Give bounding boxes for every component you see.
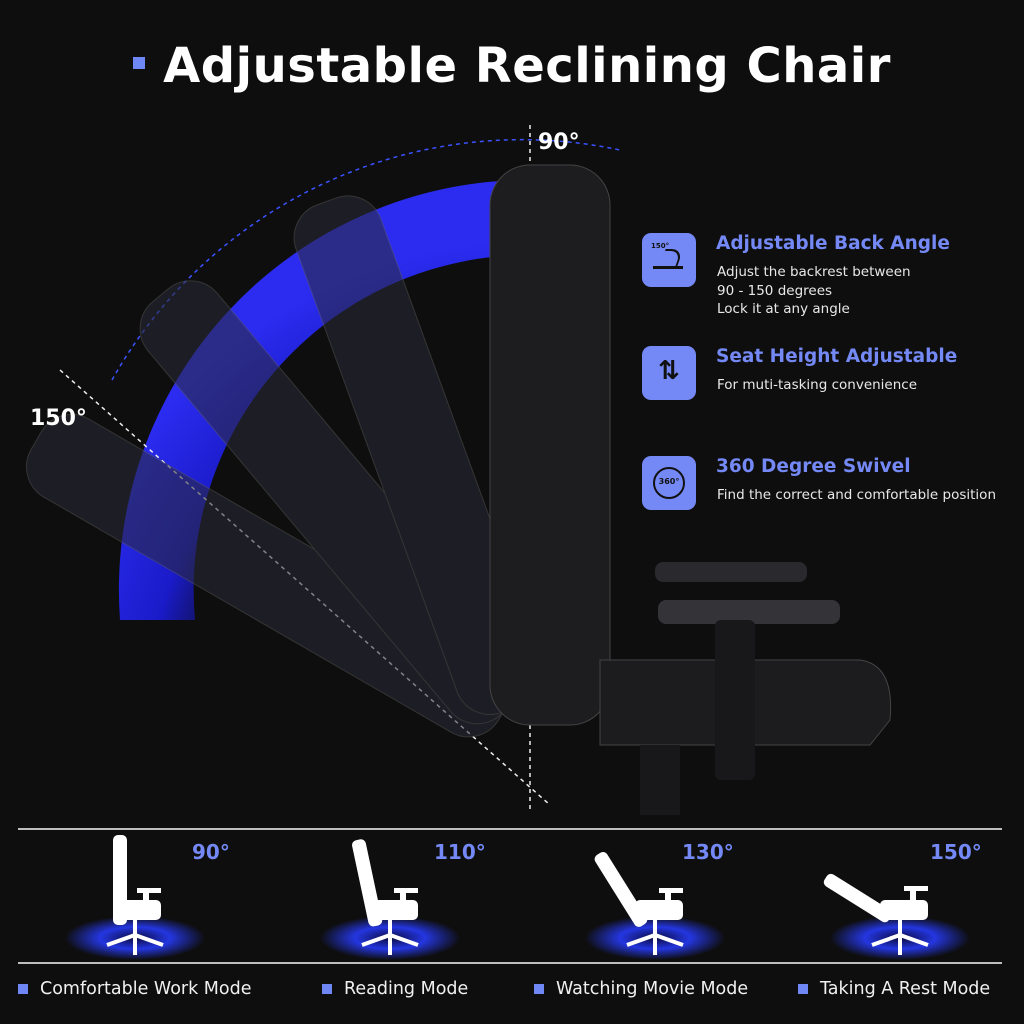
angle-arc-dashed — [111, 138, 621, 381]
mode-angle-130: 130° — [682, 840, 734, 864]
icon-text: 150° — [651, 242, 670, 250]
gas-lift — [640, 745, 680, 815]
armrest-post — [715, 620, 755, 780]
armrest-back — [655, 562, 807, 582]
mode-angle-110: 110° — [434, 840, 486, 864]
mode-chair-icons — [65, 835, 970, 960]
page-title: Adjustable Reclining Chair — [0, 38, 1024, 94]
feature-swivel: 360° 360 Degree Swivel Find the correct … — [642, 456, 1022, 516]
height-arrows-icon: ⇅ — [642, 346, 696, 400]
mode-label-work: Comfortable Work Mode — [18, 979, 251, 999]
mode-label-movie: Watching Movie Mode — [534, 979, 748, 999]
chair-icon-110 — [320, 839, 460, 960]
armrest-front — [658, 600, 840, 624]
chair-icon-130 — [585, 852, 725, 960]
chair-icon-150 — [823, 873, 970, 960]
mode-angle-90: 90° — [192, 840, 230, 864]
feature-title: Seat Height Adjustable — [716, 346, 958, 367]
mode-angle-150: 150° — [930, 840, 982, 864]
feature-seat-height: ⇅ Seat Height Adjustable For muti-taskin… — [642, 346, 1022, 406]
feature-desc: Find the correct and comfortable positio… — [717, 487, 996, 503]
bullet-icon — [18, 984, 28, 994]
feature-desc: For muti-tasking convenience — [717, 377, 918, 393]
title-text: Adjustable Reclining Chair — [163, 38, 891, 94]
backrest-90 — [489, 164, 611, 726]
angle-label-150: 150° — [30, 406, 87, 431]
angle-label-90: 90° — [538, 130, 580, 155]
feature-title: 360 Degree Swivel — [716, 456, 911, 477]
feature-title: Adjustable Back Angle — [716, 233, 950, 254]
feature-desc: Adjust the backrest between 90 - 150 degr… — [717, 264, 911, 317]
mode-label-reading: Reading Mode — [322, 979, 468, 999]
bullet-icon — [798, 984, 808, 994]
mode-label-rest: Taking A Rest Mode — [798, 979, 990, 999]
bullet-icon — [534, 984, 544, 994]
divider-bottom — [18, 962, 1002, 964]
feature-back-angle: 150° Adjustable Back Angle Adjust the ba… — [642, 233, 1022, 323]
swivel-360-icon: 360° — [642, 456, 696, 510]
bullet-icon — [322, 984, 332, 994]
title-bullet-icon — [133, 57, 146, 69]
backrest-angle-icon: 150° — [642, 233, 696, 287]
chair-icon-90 — [65, 835, 205, 960]
divider-top — [18, 828, 1002, 830]
